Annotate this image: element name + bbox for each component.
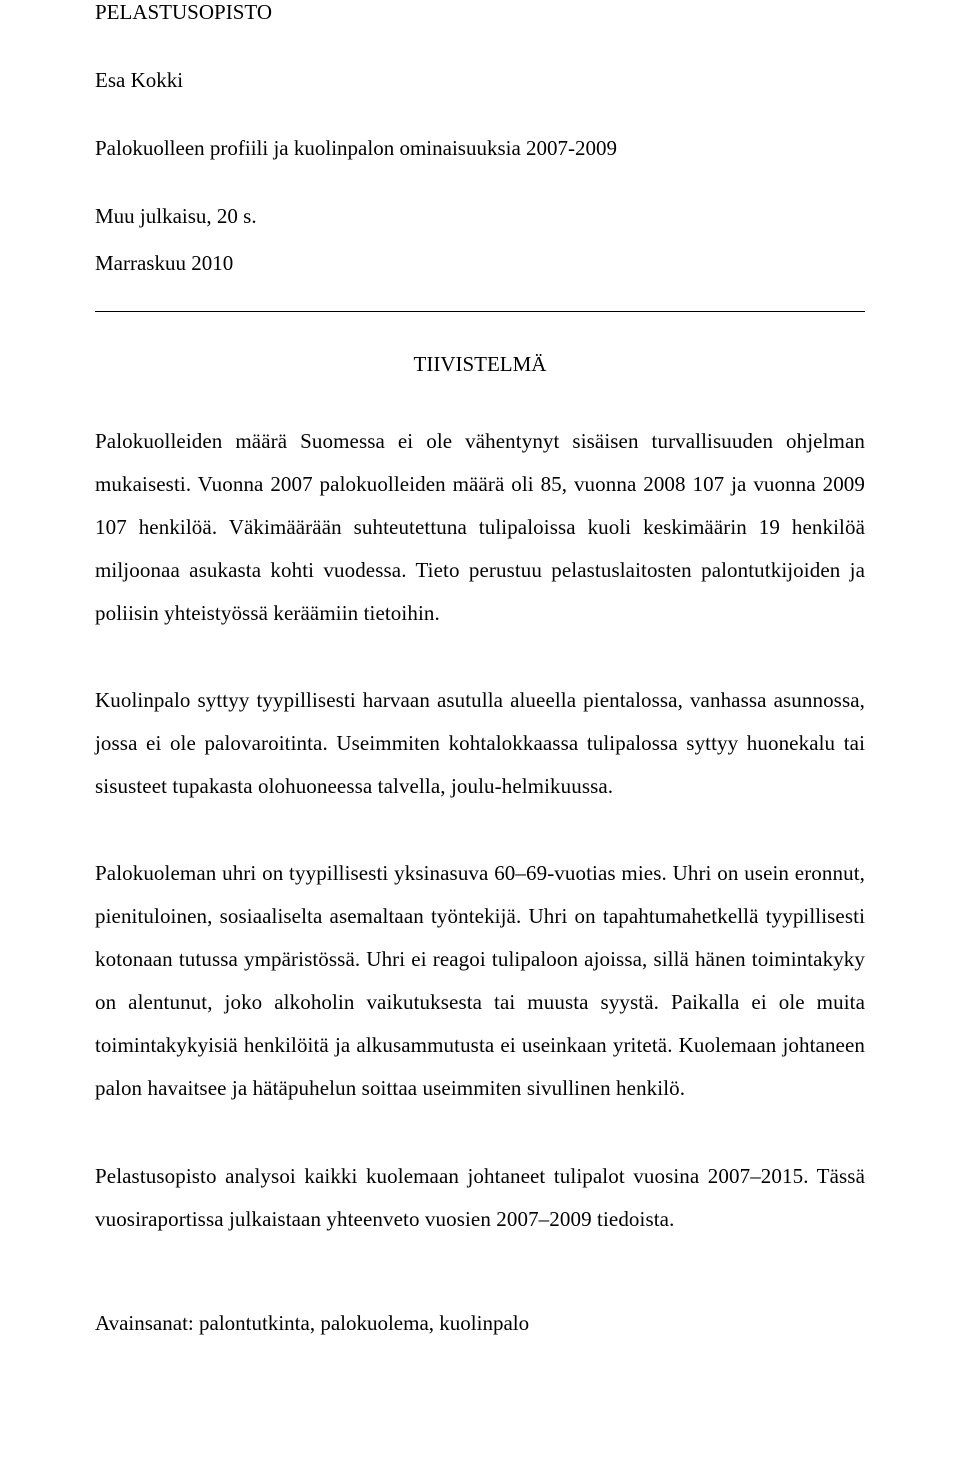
abstract-paragraph: Palokuolleiden määrä Suomessa ei ole väh… (95, 420, 865, 635)
document-header: PELASTUSOPISTO Esa Kokki Palokuolleen pr… (95, 0, 865, 275)
abstract-heading: TIIVISTELMÄ (95, 352, 865, 376)
publication-info: Muu julkaisu, 20 s. (95, 204, 865, 228)
organization-name: PELASTUSOPISTO (95, 0, 865, 24)
keywords-label: Avainsanat: (95, 1311, 194, 1335)
abstract-paragraph: Palokuoleman uhri on tyypillisesti yksin… (95, 852, 865, 1110)
publication-date: Marraskuu 2010 (95, 251, 865, 275)
keywords-terms: palontutkinta, palokuolema, kuolinpalo (199, 1311, 529, 1335)
abstract-paragraph: Pelastusopisto analysoi kaikki kuolemaan… (95, 1155, 865, 1241)
document-title: Palokuolleen profiili ja kuolinpalon omi… (95, 136, 865, 160)
document-page: PELASTUSOPISTO Esa Kokki Palokuolleen pr… (0, 0, 960, 1457)
keywords-line: Avainsanat: palontutkinta, palokuolema, … (95, 1311, 865, 1335)
abstract-paragraph: Kuolinpalo syttyy tyypillisesti harvaan … (95, 679, 865, 808)
author-name: Esa Kokki (95, 68, 865, 92)
divider-rule (95, 311, 865, 312)
